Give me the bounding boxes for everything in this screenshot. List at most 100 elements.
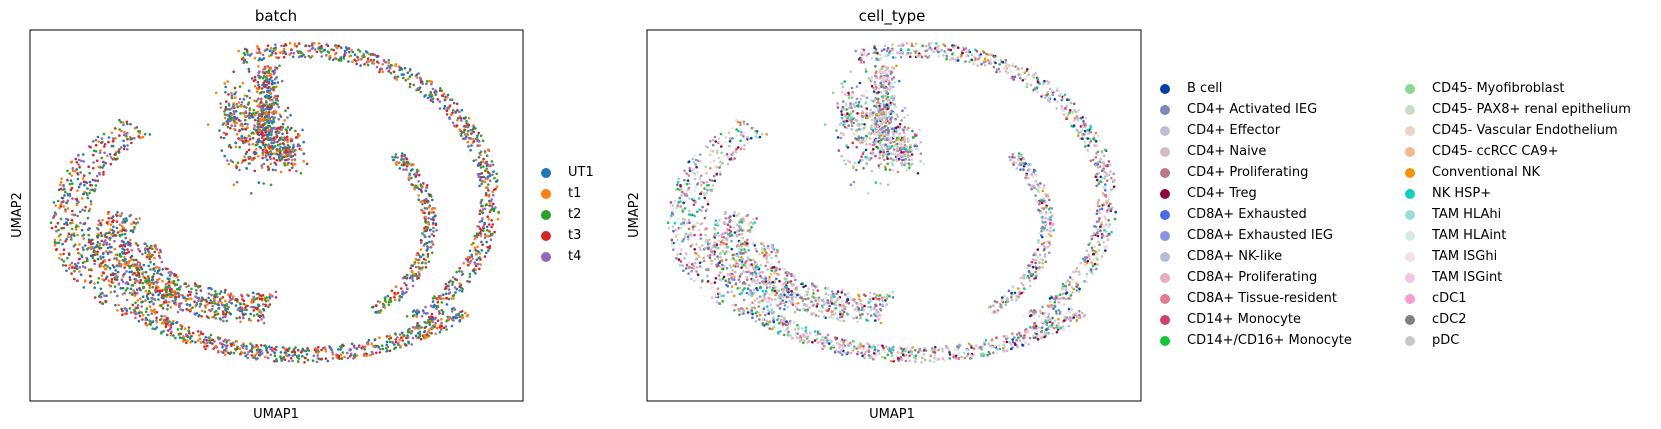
data-point: [300, 54, 304, 58]
data-point: [890, 48, 894, 52]
data-point: [205, 315, 209, 318]
data-point: [146, 296, 149, 300]
data-point: [112, 230, 116, 233]
data-point: [116, 294, 119, 298]
data-point: [402, 334, 406, 338]
data-point: [223, 349, 226, 352]
data-point: [1077, 270, 1081, 274]
data-point: [768, 327, 771, 330]
data-point: [285, 128, 288, 132]
data-point: [204, 342, 207, 345]
data-point: [79, 273, 83, 277]
data-point: [263, 67, 267, 70]
data-point: [99, 257, 103, 260]
data-point: [257, 122, 261, 126]
data-point: [213, 302, 217, 305]
data-point: [273, 96, 276, 100]
data-point: [226, 293, 230, 296]
data-point: [262, 316, 265, 319]
data-point: [261, 53, 265, 57]
data-point: [447, 107, 450, 110]
data-point: [439, 87, 442, 90]
data-point: [164, 289, 168, 292]
data-point: [225, 344, 228, 348]
data-point: [298, 42, 301, 45]
data-point: [402, 73, 405, 76]
data-point: [679, 200, 682, 203]
data-point: [284, 353, 288, 357]
data-point: [471, 257, 475, 261]
data-point: [392, 158, 395, 162]
data-point: [1103, 234, 1107, 238]
data-point: [671, 204, 674, 207]
data-point: [66, 199, 70, 202]
data-point: [131, 264, 135, 268]
data-point: [247, 89, 251, 92]
data-point: [102, 164, 106, 167]
data-point: [187, 297, 190, 301]
data-point: [428, 79, 432, 83]
data-point: [231, 160, 235, 164]
data-point: [134, 242, 138, 245]
data-point: [883, 44, 887, 47]
data-point: [983, 63, 987, 67]
data-point: [859, 51, 863, 55]
data-point: [684, 267, 688, 270]
data-point: [261, 303, 265, 306]
data-point: [49, 221, 53, 224]
data-point: [69, 235, 73, 239]
data-point: [1090, 246, 1094, 250]
data-point: [259, 118, 262, 121]
data-point: [285, 131, 289, 134]
data-point: [490, 160, 494, 163]
data-point: [405, 168, 408, 171]
data-point: [239, 320, 242, 324]
data-point: [149, 244, 153, 248]
data-point: [242, 342, 245, 345]
data-point: [464, 311, 467, 315]
data-point: [260, 58, 264, 61]
data-point: [419, 337, 423, 341]
data-point: [259, 106, 263, 109]
data-point: [128, 276, 132, 279]
data-point: [207, 336, 210, 340]
data-point: [1063, 96, 1066, 99]
data-point: [350, 342, 354, 346]
data-point: [96, 179, 100, 183]
data-point: [419, 248, 423, 251]
data-point: [266, 105, 270, 108]
data-point: [449, 279, 452, 283]
data-point: [91, 178, 95, 182]
data-point: [393, 347, 396, 351]
data-point: [138, 250, 142, 253]
data-point: [427, 222, 431, 226]
data-point: [196, 284, 199, 288]
data-point: [237, 49, 240, 53]
data-point: [1004, 64, 1007, 68]
data-point: [743, 148, 746, 151]
data-point: [258, 76, 261, 80]
data-point: [179, 308, 182, 311]
data-point: [676, 183, 679, 187]
data-point: [83, 280, 87, 283]
data-point: [82, 180, 86, 183]
data-point: [480, 240, 483, 244]
data-point: [143, 132, 147, 136]
data-point: [876, 344, 880, 347]
data-point: [346, 356, 350, 360]
data-point: [466, 258, 470, 262]
data-point: [683, 199, 687, 202]
data-point: [67, 232, 71, 235]
data-point: [278, 130, 281, 133]
data-point: [73, 266, 77, 270]
data-point: [183, 296, 186, 299]
data-point: [440, 308, 444, 312]
data-point: [704, 247, 707, 250]
data-point: [286, 106, 290, 110]
data-point: [414, 334, 418, 338]
data-point: [995, 70, 998, 74]
data-point: [439, 294, 443, 298]
data-point: [1072, 124, 1076, 127]
data-point: [97, 234, 100, 237]
data-point: [1093, 138, 1096, 141]
